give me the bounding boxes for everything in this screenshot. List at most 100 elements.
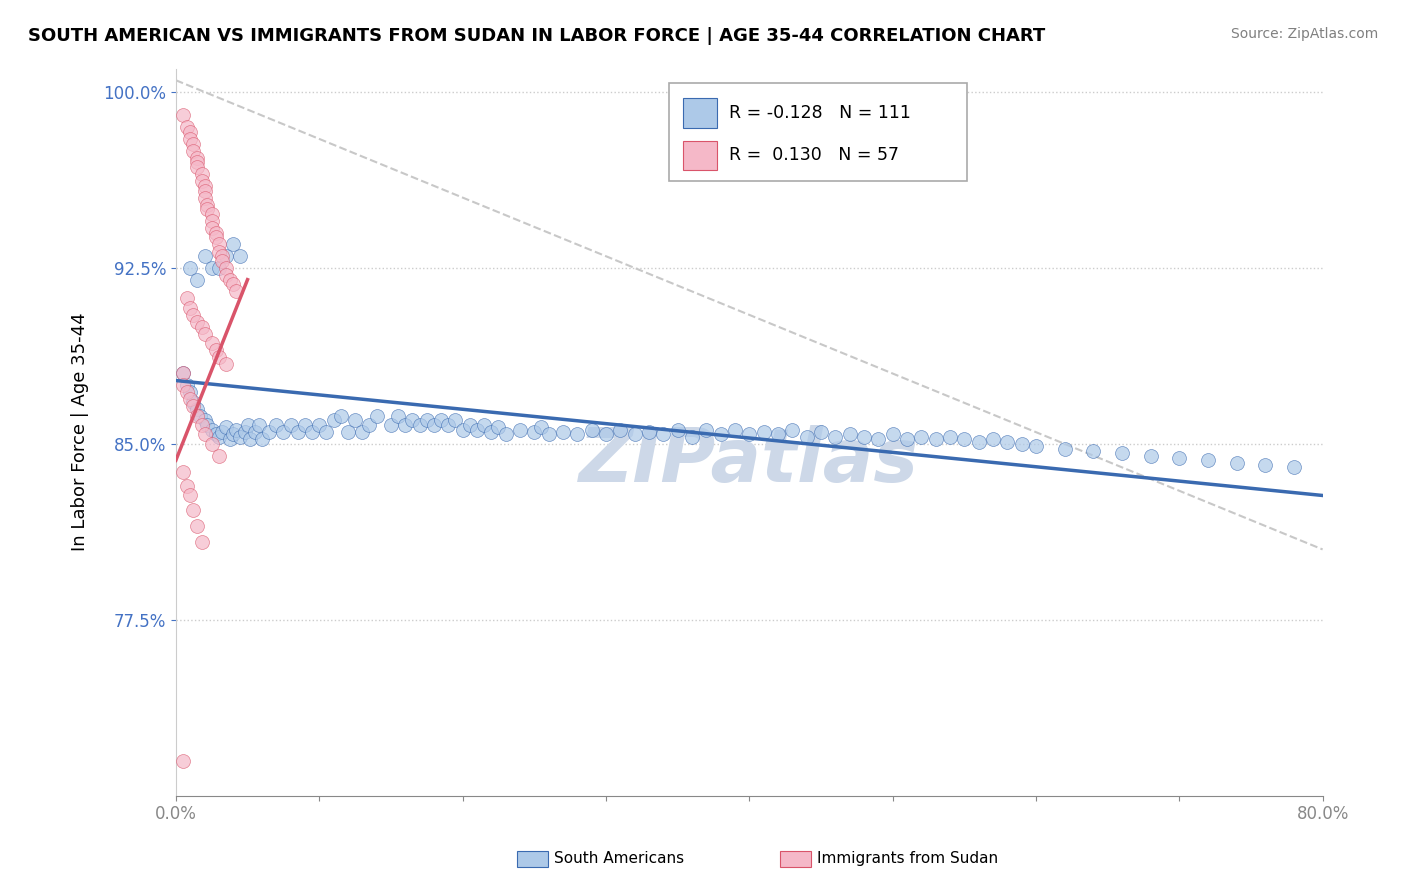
Point xyxy=(868,432,890,446)
Point xyxy=(652,427,675,442)
Point xyxy=(486,420,509,434)
Y-axis label: In Labor Force | Age 35-44: In Labor Force | Age 35-44 xyxy=(72,313,89,551)
Point xyxy=(211,253,233,268)
Point xyxy=(186,409,208,423)
Point xyxy=(172,367,194,381)
Point xyxy=(172,465,194,479)
Text: Immigrants from Sudan: Immigrants from Sudan xyxy=(817,852,998,866)
Point xyxy=(181,400,204,414)
Point xyxy=(247,418,270,433)
Point xyxy=(257,425,280,439)
Point xyxy=(190,418,212,433)
Point xyxy=(329,409,352,423)
Point xyxy=(186,273,208,287)
Point xyxy=(193,249,215,263)
Point xyxy=(208,430,231,444)
Point xyxy=(176,120,198,135)
Point xyxy=(1282,460,1305,475)
Point xyxy=(215,249,238,263)
Point xyxy=(176,385,198,400)
Point xyxy=(201,221,224,235)
Point xyxy=(225,423,247,437)
Point xyxy=(315,425,337,439)
Point xyxy=(197,197,219,211)
Point xyxy=(430,413,453,427)
Point xyxy=(225,285,247,299)
Point xyxy=(179,392,201,407)
Point xyxy=(796,430,818,444)
Point xyxy=(211,425,233,439)
Point xyxy=(509,423,531,437)
Point xyxy=(188,409,211,423)
Point xyxy=(681,430,703,444)
Point xyxy=(387,409,409,423)
Point xyxy=(336,425,359,439)
Point xyxy=(738,427,761,442)
Point xyxy=(273,425,295,439)
Point xyxy=(222,277,245,292)
Point xyxy=(423,418,446,433)
Point xyxy=(1025,439,1047,453)
Point xyxy=(264,418,287,433)
Point xyxy=(380,418,402,433)
Point xyxy=(208,237,231,252)
Point xyxy=(181,144,204,158)
Point xyxy=(179,132,201,146)
Point xyxy=(724,423,747,437)
Point xyxy=(623,427,645,442)
Point xyxy=(193,178,215,193)
Point xyxy=(201,423,224,437)
Point xyxy=(780,423,803,437)
Point xyxy=(172,754,194,768)
Point xyxy=(366,409,388,423)
Point xyxy=(201,437,224,451)
Point xyxy=(193,413,215,427)
Point xyxy=(495,427,517,442)
Point xyxy=(709,427,731,442)
Point xyxy=(695,423,717,437)
Point xyxy=(205,343,228,357)
Point xyxy=(181,308,204,322)
Point xyxy=(236,418,259,433)
Point xyxy=(551,425,574,439)
Point xyxy=(465,423,488,437)
Point xyxy=(179,385,201,400)
Point xyxy=(967,434,990,449)
Point xyxy=(186,519,208,533)
Point xyxy=(1226,456,1249,470)
Point xyxy=(1168,450,1191,465)
Point xyxy=(186,160,208,174)
Point xyxy=(172,367,194,381)
Point xyxy=(322,413,344,427)
Point xyxy=(229,249,252,263)
Point xyxy=(1139,449,1161,463)
Point xyxy=(233,425,256,439)
Point xyxy=(394,418,416,433)
Point xyxy=(1083,444,1105,458)
Point xyxy=(186,155,208,169)
Point xyxy=(229,430,252,444)
Point xyxy=(451,423,474,437)
Point xyxy=(190,319,212,334)
Point xyxy=(1197,453,1219,467)
Point xyxy=(523,425,546,439)
Point xyxy=(896,432,918,446)
Point xyxy=(201,336,224,351)
Point xyxy=(239,432,262,446)
Point xyxy=(193,427,215,442)
Point xyxy=(179,301,201,315)
Point xyxy=(1053,442,1076,456)
Point xyxy=(186,315,208,329)
Point xyxy=(581,423,603,437)
Point xyxy=(179,260,201,275)
Point xyxy=(530,420,553,434)
Point xyxy=(211,249,233,263)
Point xyxy=(882,427,904,442)
Point xyxy=(172,108,194,122)
Point xyxy=(415,413,437,427)
Text: R = -0.128   N = 111: R = -0.128 N = 111 xyxy=(728,104,911,122)
Point xyxy=(666,423,689,437)
Point xyxy=(186,151,208,165)
Point xyxy=(215,357,238,371)
Point xyxy=(208,449,231,463)
